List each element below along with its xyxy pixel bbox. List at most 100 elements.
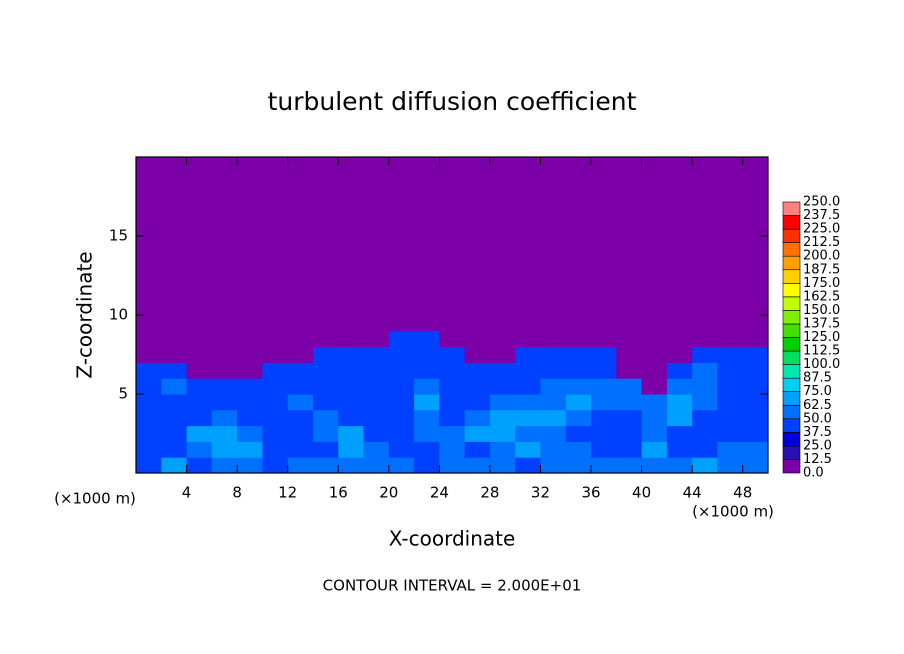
field-cell — [591, 409, 617, 427]
field-cell — [540, 409, 567, 427]
field-cell — [363, 362, 390, 379]
field-cell — [616, 362, 643, 379]
colorbar-swatch — [782, 310, 801, 325]
colorbar-label: 75.0 — [803, 384, 832, 399]
field-cell — [439, 425, 466, 442]
field-cell — [161, 330, 188, 348]
field-cell — [464, 346, 491, 363]
field-cell — [692, 409, 718, 427]
field-cell — [540, 441, 567, 458]
field-cell — [565, 378, 592, 395]
field-cell — [616, 346, 643, 363]
field-cell — [591, 330, 617, 348]
field-cell — [489, 330, 516, 348]
field-cell — [161, 394, 188, 411]
field-cell — [540, 362, 567, 379]
field-cell — [439, 394, 466, 411]
field-cell — [591, 346, 617, 363]
colorbar-swatch — [782, 269, 801, 284]
field-cell — [692, 378, 718, 395]
field-cell — [161, 362, 188, 379]
field-cell — [262, 425, 289, 442]
field-cell — [414, 409, 440, 427]
field-cell — [616, 425, 643, 442]
field-cell — [388, 346, 415, 363]
colorbar-swatch — [782, 391, 801, 406]
field-cell — [641, 394, 668, 411]
field-cell — [211, 425, 238, 442]
field-cell — [237, 346, 263, 363]
field-cell — [717, 409, 744, 427]
colorbar-swatch — [782, 404, 801, 420]
field-cell — [211, 394, 238, 411]
field-cell — [312, 394, 339, 411]
field-cell — [363, 346, 390, 363]
colorbar-label: 87.5 — [803, 371, 832, 386]
y-unit-label: (×1000 m) — [54, 490, 136, 508]
field-cell — [565, 330, 592, 348]
colorbar-swatch — [782, 459, 801, 474]
field-cell — [717, 441, 744, 458]
colorbar-label: 250.0 — [803, 195, 840, 210]
field-cell — [742, 425, 769, 442]
field-cell — [237, 441, 263, 458]
field-cell — [641, 346, 668, 363]
field-cell — [211, 441, 238, 458]
field-cell — [591, 425, 617, 442]
field-cell — [136, 425, 162, 442]
colorbar-label: 137.5 — [803, 316, 840, 331]
field-cell — [717, 425, 744, 442]
field-cell — [161, 346, 188, 363]
field-cell — [363, 378, 390, 395]
field-cell — [439, 346, 466, 363]
field-cell — [641, 409, 668, 427]
field-cell — [312, 346, 339, 363]
field-cell — [666, 330, 693, 348]
field-cell — [136, 378, 162, 395]
field-cell — [489, 425, 516, 442]
field-cell — [338, 425, 365, 442]
field-cell — [666, 409, 693, 427]
field-cell — [363, 394, 390, 411]
field-cell — [237, 409, 263, 427]
x-unit-label: (×1000 m) — [692, 503, 774, 521]
colorbar-label: 175.0 — [803, 276, 840, 291]
field-cell — [136, 457, 162, 474]
x-tick-label: 12 — [278, 484, 297, 502]
field-cell — [211, 378, 238, 395]
field-cell — [439, 330, 466, 348]
field-cell — [439, 362, 466, 379]
field-cell — [489, 457, 516, 474]
colorbar-swatch — [782, 255, 801, 271]
x-tick-label: 20 — [379, 484, 398, 502]
field-cell — [464, 457, 491, 474]
field-cell — [237, 330, 263, 348]
colorbar-label: 237.5 — [803, 208, 840, 223]
field-cell — [363, 330, 390, 348]
colorbar-swatch — [782, 432, 801, 447]
field-cell — [692, 362, 718, 379]
colorbar-swatch — [782, 445, 801, 460]
x-tick-label: 48 — [733, 484, 752, 502]
field-cell — [414, 394, 440, 411]
field-cell — [742, 409, 769, 427]
colorbar-label: 225.0 — [803, 222, 840, 237]
field-cell — [439, 378, 466, 395]
field-cell — [287, 362, 314, 379]
field-cell — [666, 441, 693, 458]
field-cell — [388, 457, 415, 474]
field-cell — [616, 409, 643, 427]
colorbar-swatch — [782, 364, 801, 379]
field-cell — [262, 457, 289, 474]
field-cell — [717, 362, 744, 379]
colorbar-swatch — [782, 377, 801, 392]
field-cell — [666, 346, 693, 363]
colorbar-label: 25.0 — [803, 438, 832, 453]
field-cell — [237, 457, 263, 474]
field-cell — [237, 394, 263, 411]
field-cell — [489, 346, 516, 363]
colorbar-label: 62.5 — [803, 398, 832, 413]
field-cell — [414, 346, 440, 363]
field-cell — [464, 409, 491, 427]
field-cell — [262, 362, 289, 379]
